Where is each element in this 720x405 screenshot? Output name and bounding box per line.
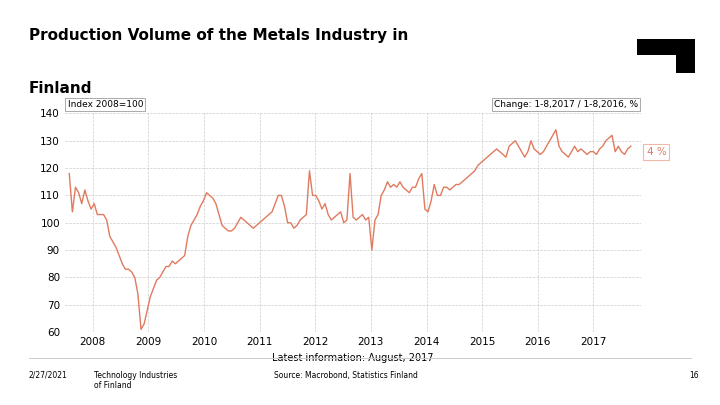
X-axis label: Latest information: August, 2017: Latest information: August, 2017 [272, 352, 433, 362]
Text: Production Volume of the Metals Industry in: Production Volume of the Metals Industry… [29, 28, 408, 43]
Text: 2/27/2021: 2/27/2021 [29, 371, 68, 379]
Text: Finland: Finland [29, 81, 92, 96]
Text: Index 2008=100: Index 2008=100 [68, 100, 143, 109]
Text: Source: Macrobond, Statistics Finland: Source: Macrobond, Statistics Finland [274, 371, 418, 379]
Text: Technology Industries
of Finland: Technology Industries of Finland [94, 371, 177, 390]
Text: Change: 1-8,2017 / 1-8,2016, %: Change: 1-8,2017 / 1-8,2016, % [494, 100, 638, 109]
Text: 16: 16 [689, 371, 698, 379]
Text: 4 %: 4 % [647, 147, 666, 157]
Polygon shape [637, 40, 696, 73]
